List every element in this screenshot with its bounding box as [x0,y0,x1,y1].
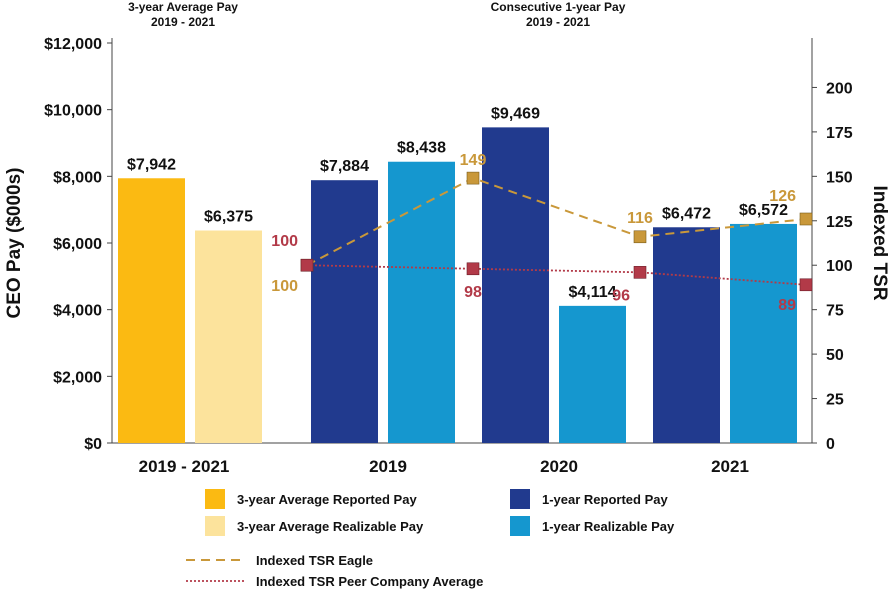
tsr-point [300,258,314,272]
tsr-point [633,230,647,244]
bar-value-label: $7,884 [320,158,369,175]
bar-value-label: $6,375 [204,209,253,226]
tsr-peer-label: 100 [271,233,298,250]
legend-swatch [510,489,530,509]
bar-value-label: $9,469 [491,105,540,122]
y-tick-label: $8,000 [53,169,102,186]
legend-swatch [205,489,225,509]
tsr-eagle-label: 100 [271,278,298,295]
bar [482,127,549,443]
tsr-eagle-label: 149 [460,152,487,169]
y-tick-label: $2,000 [53,369,102,386]
section-header-line1: 3-year Average Pay [128,0,238,14]
section-header-line1: Consecutive 1-year Pay [491,0,626,14]
tsr-peer-label: 98 [464,284,482,301]
x-tick-label: 2019 [369,457,407,476]
y-tick-label: $4,000 [53,303,102,320]
section-header-line2: 2019 - 2021 [151,15,215,29]
bar [311,180,378,443]
bar-value-label: $6,472 [662,205,711,222]
y2-tick-label: 50 [826,347,844,364]
y2-tick-label: 125 [826,214,853,231]
y2-tick-label: 25 [826,392,844,409]
y2-tick-label: 200 [826,80,853,97]
x-tick-label: 2021 [711,457,749,476]
bar [730,223,797,443]
legend-swatch [510,516,530,536]
y2-tick-label: 150 [826,169,853,186]
tsr-line [306,177,807,267]
tsr-point [633,266,647,279]
tsr-line [306,264,807,286]
y2-tick-label: 0 [826,436,835,453]
y-tick-label: $12,000 [44,36,102,53]
y-axis-title: CEO Pay ($000s) [4,167,25,318]
legend-label: 1-year Realizable Pay [542,519,675,534]
x-tick-label: 2020 [540,457,578,476]
bar-value-label: $6,572 [739,202,788,219]
y2-axis-title: Indexed TSR [869,185,890,300]
bar [388,161,455,443]
bar-value-label: $4,114 [568,284,616,301]
legend-label: 1-year Reported Pay [542,492,668,507]
tsr-peer-label: 96 [612,287,630,304]
legend-label: Indexed TSR Peer Company Average [256,574,483,589]
y-tick-label: $10,000 [44,103,102,120]
tsr-point [799,212,813,226]
x-tick-label: 2019 - 2021 [139,457,230,476]
tsr-point [466,262,480,276]
y2-tick-label: 100 [826,258,853,275]
y2-tick-label: 175 [826,125,853,142]
section-header-line2: 2019 - 2021 [526,15,590,29]
bar [559,305,626,443]
legend-label: Indexed TSR Eagle [256,553,373,568]
legend-label: 3-year Average Realizable Pay [237,519,424,534]
bar-value-label: $8,438 [397,140,446,157]
tsr-peer-label: 89 [778,297,796,314]
y2-tick-label: 75 [826,303,844,320]
legend-label: 3-year Average Reported Pay [237,492,417,507]
tsr-eagle-label: 126 [769,188,796,205]
bar [195,230,262,443]
y-tick-label: $0 [84,436,102,453]
bar [653,227,720,443]
bar-value-label: $7,942 [127,156,176,173]
legend-swatch [205,516,225,536]
tsr-point [799,278,813,292]
bar [118,178,185,443]
tsr-point [466,171,480,185]
tsr-eagle-label: 116 [627,210,653,227]
y-tick-label: $6,000 [53,236,102,253]
